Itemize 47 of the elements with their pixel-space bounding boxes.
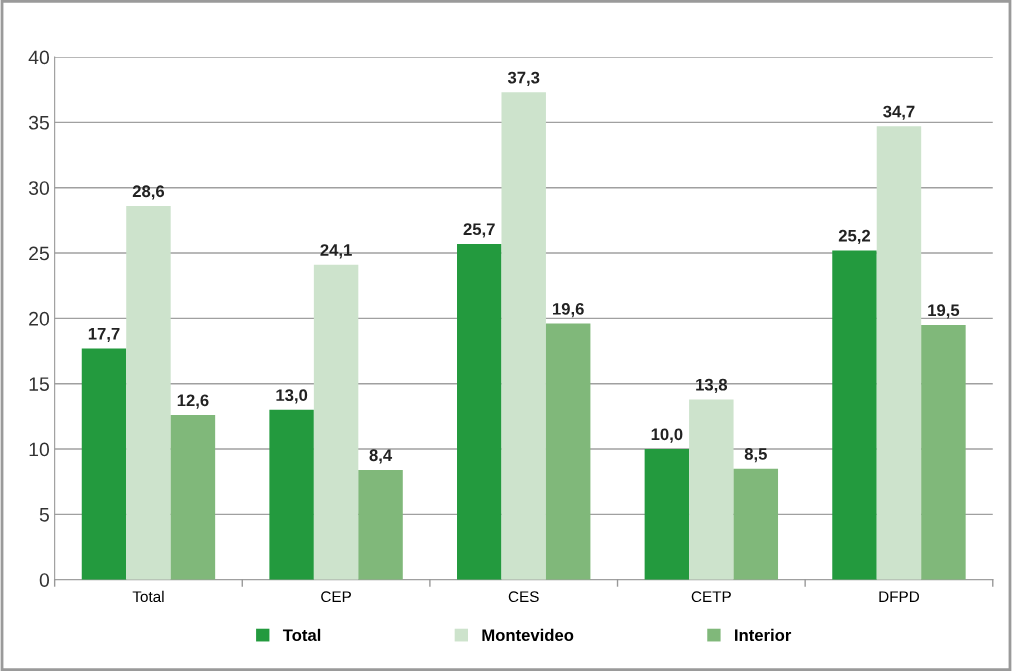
bar xyxy=(733,468,779,580)
bar xyxy=(501,92,546,580)
bar xyxy=(689,399,734,580)
bar xyxy=(269,409,314,580)
y-tick-label: 0 xyxy=(39,573,50,587)
y-tick-label: 40 xyxy=(28,50,50,65)
data-label: 8,4 xyxy=(369,449,393,464)
y-tick-label: 5 xyxy=(39,508,49,522)
data-label: 13,0 xyxy=(276,389,308,404)
bar xyxy=(644,449,690,580)
data-label: 37,3 xyxy=(507,71,540,86)
data-label: 24,1 xyxy=(320,244,352,259)
bar xyxy=(170,415,216,580)
data-label: 25,2 xyxy=(838,229,871,244)
bar xyxy=(921,324,966,580)
legend-label: Interior xyxy=(735,628,792,642)
bar xyxy=(832,250,877,580)
y-tick-label: 35 xyxy=(28,115,49,130)
y-tick-label: 25 xyxy=(29,246,49,261)
x-tick-label: Total xyxy=(132,590,164,603)
bar xyxy=(313,264,359,580)
bar xyxy=(126,206,171,580)
y-tick-label: 20 xyxy=(29,311,50,326)
data-label: 19,6 xyxy=(553,302,584,318)
bar xyxy=(457,243,502,580)
y-tick-label: 30 xyxy=(28,181,50,195)
data-label: 25,7 xyxy=(463,223,495,238)
legend-label: Total xyxy=(282,628,321,642)
data-label: 28,6 xyxy=(132,185,165,200)
x-tick-label: DFPD xyxy=(879,591,920,602)
bar xyxy=(876,126,922,580)
bar xyxy=(358,469,403,580)
data-label: 19,5 xyxy=(928,304,960,319)
data-label: 10,0 xyxy=(651,428,683,443)
data-label: 13,8 xyxy=(696,378,728,393)
y-tick-label: 10 xyxy=(29,442,50,457)
x-tick-label: CES xyxy=(508,591,539,603)
x-tick-label: CEP xyxy=(321,591,351,603)
data-label: 12,6 xyxy=(177,394,209,409)
bar xyxy=(81,348,127,580)
bar xyxy=(545,323,591,580)
x-tick-label: CETP xyxy=(691,591,731,603)
data-label: 34,7 xyxy=(883,105,915,120)
data-label: 8,5 xyxy=(744,448,767,463)
legend-label: Montevideo xyxy=(482,628,574,642)
y-tick-label: 15 xyxy=(29,377,49,391)
data-label: 17,7 xyxy=(88,327,120,343)
